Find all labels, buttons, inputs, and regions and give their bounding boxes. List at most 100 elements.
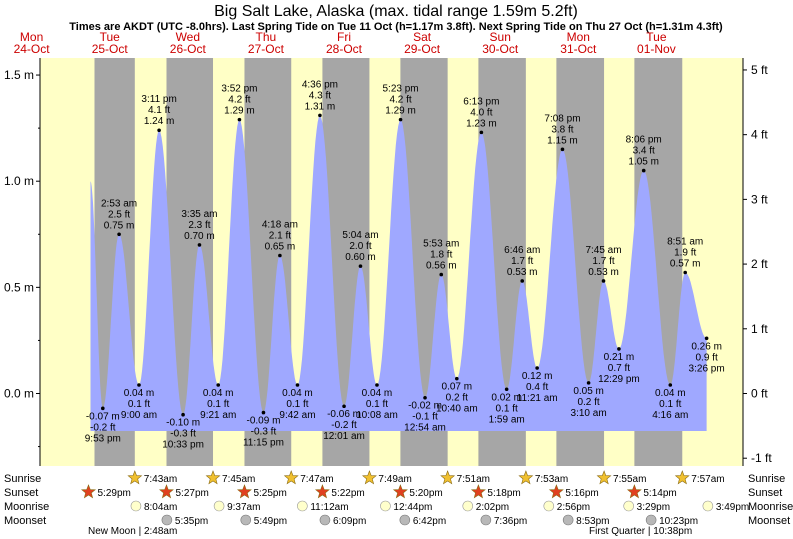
moonset-icon — [645, 514, 657, 526]
tide-point — [423, 395, 427, 400]
sunset-icon — [548, 484, 564, 499]
day-of-week-label: Sat — [413, 30, 432, 44]
sunset-icon — [626, 484, 642, 499]
moonset-icon — [161, 514, 173, 526]
sunset-time: 5:29pm — [97, 488, 130, 499]
sunset-icon — [158, 484, 174, 499]
moonrise-icon — [213, 500, 225, 512]
tide-point — [641, 168, 646, 173]
tide-label: -0.10 m — [166, 418, 200, 429]
tide-label: 0.05 m — [573, 386, 604, 397]
tide-point — [295, 383, 300, 387]
tide-label: 1.23 m — [466, 118, 497, 129]
tide-label: 8:51 am — [667, 236, 703, 247]
daylight-band — [40, 58, 95, 466]
chart-subtitle: Times are AKDT (UTC -8.0hrs). Last Sprin… — [69, 21, 723, 33]
tide-label: 5:04 am — [342, 230, 378, 241]
tide-point — [668, 383, 673, 387]
tide-label: 2.5 ft — [108, 209, 130, 220]
tide-point — [704, 336, 709, 341]
row-label-left: Sunrise — [4, 473, 41, 485]
tide-label: -0.09 m — [247, 416, 281, 427]
tide-label: 0.04 m — [203, 388, 234, 399]
row-label-right: Sunrise — [748, 473, 785, 485]
tide-label: 7:08 pm — [544, 113, 580, 124]
sunset-time: 5:14pm — [643, 488, 676, 499]
row-label-left: Moonset — [4, 515, 46, 527]
tide-label: 0.04 m — [655, 388, 686, 399]
tide-label: 10:33 pm — [162, 440, 204, 451]
tide-label: 3:26 pm — [689, 363, 725, 374]
date-label: 24-Oct — [14, 42, 51, 56]
moonset-time: 5:35pm — [175, 516, 208, 527]
tide-label: 0.1 ft — [286, 399, 308, 410]
tide-label: 0.1 ft — [207, 399, 229, 410]
tide-label: 0.70 m — [184, 231, 215, 242]
tide-point — [101, 406, 105, 411]
tide-label: 1.31 m — [305, 101, 336, 112]
moonset-time: 6:42pm — [413, 516, 446, 527]
day-labels: Mon24-OctTue25-OctWed26-OctThu27-OctFri2… — [14, 30, 676, 56]
sunset-icon — [236, 484, 252, 499]
tide-label: 4:36 pm — [302, 79, 338, 90]
tide-label: -0.1 ft — [412, 412, 438, 423]
day-of-week-label: Sun — [490, 30, 511, 44]
date-label: 30-Oct — [482, 42, 519, 56]
tide-label: 3:11 pm — [141, 94, 176, 105]
tide-label: 0.9 ft — [695, 352, 717, 363]
tide-point — [601, 279, 606, 283]
moonset-time: 7:36pm — [494, 516, 527, 527]
tide-label: 9:00 am — [121, 410, 157, 421]
moonrise-time: 12:44pm — [393, 502, 432, 513]
tide-label: 11:15 pm — [243, 438, 284, 449]
chart-title: Big Salt Lake, Alaska (max. tidal range … — [214, 3, 578, 20]
sunset-icon — [314, 484, 330, 499]
sunset-time: 5:25pm — [253, 488, 286, 499]
tide-label: 5:23 pm — [382, 84, 418, 95]
date-label: 29-Oct — [404, 42, 441, 56]
moonrise-icon — [297, 500, 308, 512]
tide-point — [375, 383, 379, 387]
date-label: 27-Oct — [248, 42, 285, 56]
tide-label: 0.7 ft — [608, 363, 630, 374]
moonrise-icon — [380, 500, 391, 512]
sunset-time: 5:27pm — [175, 488, 208, 499]
tide-label: 0.26 m — [691, 341, 722, 352]
sunset-icon — [392, 484, 408, 499]
tide-label: 1.24 m — [144, 116, 175, 127]
tide-label: 12:01 am — [323, 431, 365, 442]
row-label-left: Sunset — [4, 487, 38, 499]
moonset-icon — [562, 514, 574, 526]
tide-label: 0.21 m — [604, 352, 635, 363]
date-label: 31-Oct — [560, 42, 597, 56]
moonrise-icon — [130, 500, 142, 512]
moonrise-time: 2:02pm — [476, 502, 509, 513]
tide-label: -0.2 ft — [90, 422, 116, 433]
date-label: 25-Oct — [92, 42, 129, 56]
tide-label: 1.29 m — [385, 106, 416, 117]
tide-label: 9:42 am — [279, 410, 315, 421]
moonset-icon — [480, 514, 492, 526]
tide-label: 1.9 ft — [674, 247, 696, 258]
tide-area — [90, 115, 707, 432]
tide-label: 2:53 am — [101, 198, 137, 209]
sunrise-time: 7:43am — [144, 474, 177, 485]
sunrise-icon — [440, 470, 456, 485]
tide-label: 1:59 am — [489, 414, 525, 425]
tide-label: 1.7 ft — [511, 256, 533, 267]
tide-point — [455, 376, 459, 381]
tide-point — [181, 412, 185, 417]
tide-point — [479, 130, 484, 135]
tide-point — [586, 381, 591, 385]
tide-label: 2.1 ft — [269, 231, 291, 242]
tide-point — [683, 270, 687, 275]
day-of-week-label: Tue — [646, 30, 667, 44]
tide-label: 0.65 m — [265, 242, 296, 253]
sunrise-icon — [596, 470, 612, 485]
tide-label: 0.53 m — [507, 267, 538, 278]
tide-point — [237, 117, 242, 122]
sunrise-icon — [674, 470, 690, 485]
moonset-time: 6:09pm — [333, 516, 366, 527]
moonset-icon — [399, 514, 411, 526]
